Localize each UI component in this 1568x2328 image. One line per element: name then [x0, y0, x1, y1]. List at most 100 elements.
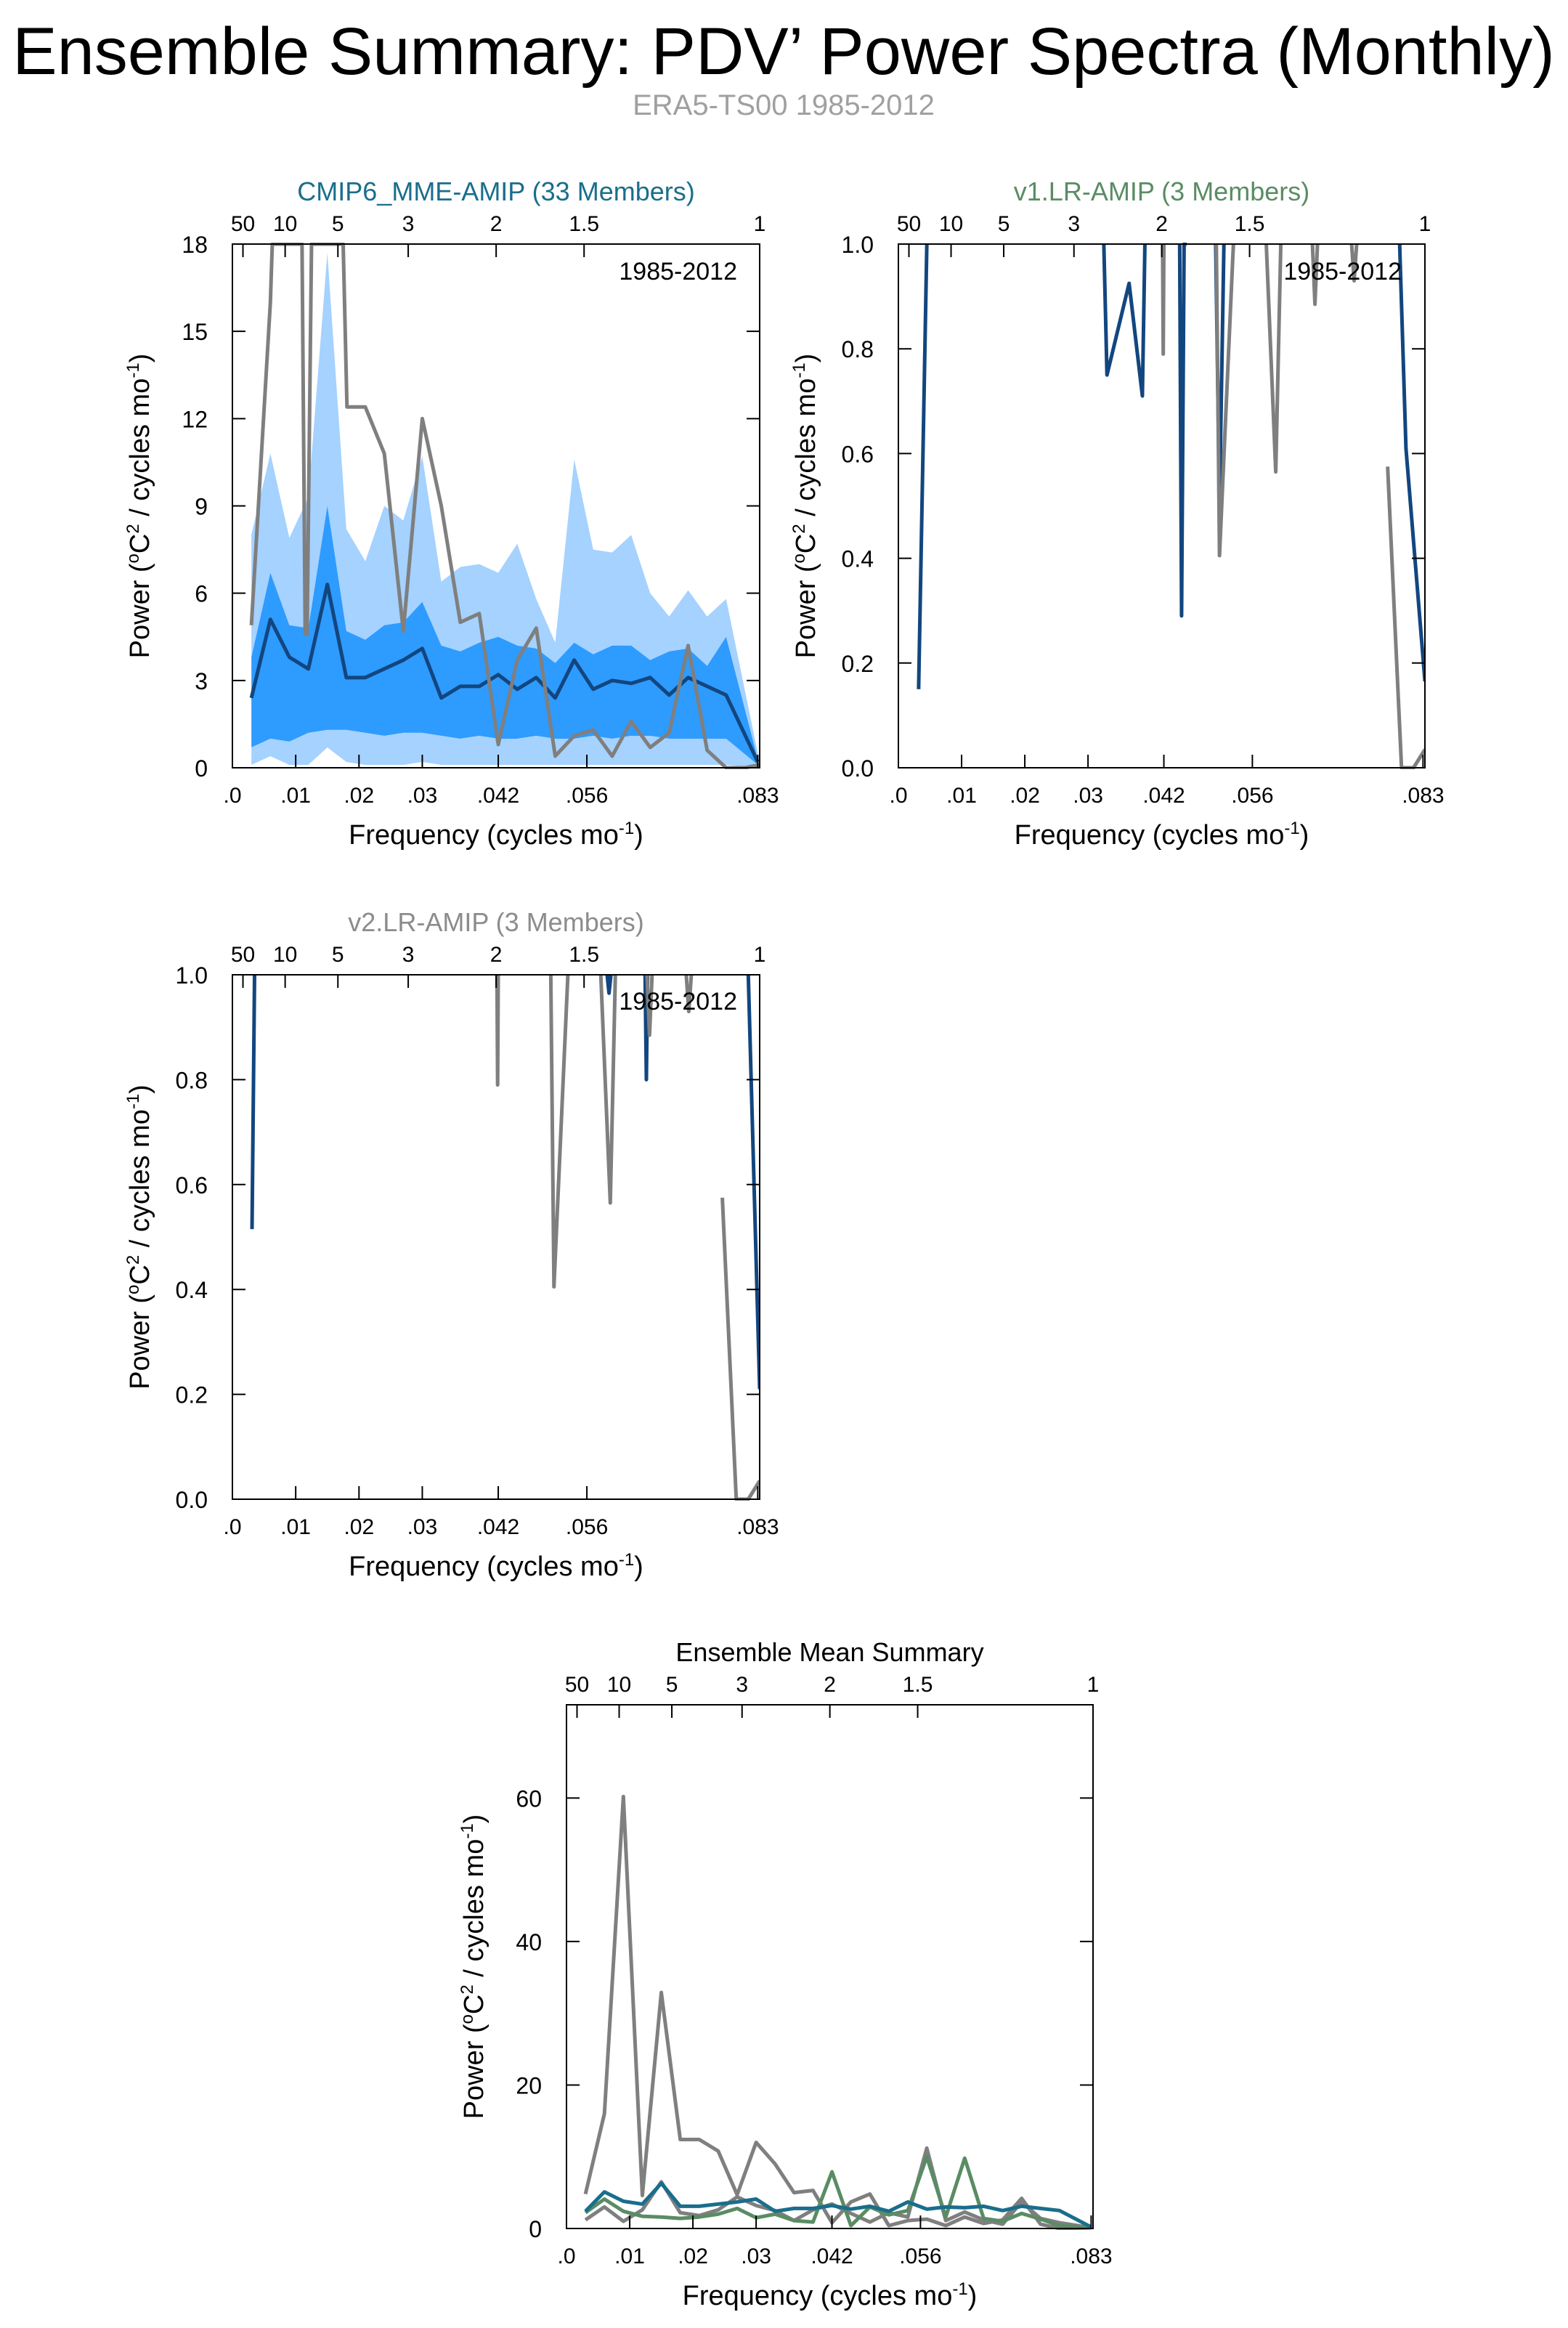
series-line-v2-7 — [645, 974, 654, 1037]
y-tick-label: 0.6 — [842, 441, 874, 467]
series-line-v1-8 — [1310, 243, 1320, 307]
y-tick-label: 0 — [195, 755, 208, 782]
x-tick-label: .056 — [1231, 784, 1273, 808]
x-tick-label: .02 — [1010, 784, 1040, 808]
x-tick-label: .02 — [344, 1515, 374, 1539]
top-tick-label: 5 — [666, 1673, 678, 1697]
y-tick-label: 0.4 — [176, 1277, 208, 1303]
top-tick-label: 2 — [490, 212, 503, 236]
y-tick-label: 9 — [195, 494, 208, 520]
chart-cmip: 0 3 6 9 12 15 18 .0 .01 .02 .03 .042 .056 .083 50 10 5 3 2… — [123, 177, 779, 851]
series-line-v1-2 — [1177, 243, 1187, 618]
series-line-v1-9 — [1349, 243, 1359, 283]
y-tick-label: 40 — [516, 1929, 542, 1955]
y-tick-label: 3 — [195, 668, 208, 694]
panel-annotation: 1985-2012 — [619, 988, 737, 1015]
x-axis-label: Frequency (cycles mo-1) — [349, 1550, 643, 1582]
top-tick-label: 5 — [998, 212, 1010, 236]
y-tick-label: 0.2 — [176, 1382, 208, 1408]
top-tick-label: 1 — [1087, 1673, 1100, 1697]
y-tick-label: 0.8 — [842, 336, 874, 362]
x-tick-label: .083 — [736, 784, 779, 808]
series-line-v1-5 — [1161, 243, 1166, 356]
x-tick-label: .083 — [1070, 2244, 1112, 2268]
x-tick-label: .0 — [223, 784, 241, 808]
x-tick-label: .0 — [889, 784, 907, 808]
y-tick-label: 0.2 — [842, 651, 874, 677]
panel-annotation: 1985-2012 — [1283, 258, 1402, 285]
top-tick-label: 1.5 — [569, 943, 599, 967]
x-tick-label: .056 — [899, 2244, 941, 2268]
y-tick-label: 6 — [195, 581, 208, 607]
top-tick-label: 1 — [754, 943, 766, 967]
top-tick-label: 50 — [565, 1673, 589, 1697]
top-tick-label: 10 — [939, 212, 963, 236]
top-tick-label: 1.5 — [903, 1673, 933, 1697]
y-tick-label: 1.0 — [176, 962, 208, 989]
top-tick-label: 50 — [231, 943, 255, 967]
y-tick-label: 0.4 — [842, 546, 874, 572]
y-tick-label: 0.8 — [176, 1067, 208, 1093]
series-line-cmip-0 — [249, 583, 760, 763]
series-line-v2-6 — [598, 974, 617, 1205]
x-tick-label: .042 — [477, 784, 519, 808]
series-line-v1-1 — [1102, 243, 1147, 398]
top-tick-label: 5 — [332, 943, 344, 967]
x-tick-label: .042 — [1142, 784, 1185, 808]
top-tick-label: 3 — [402, 943, 415, 967]
top-tick-label: 5 — [332, 212, 344, 236]
series-line-summary-2 — [584, 2154, 1092, 2230]
top-tick-label: 2 — [824, 1673, 836, 1697]
y-tick-label: 0.0 — [176, 1487, 208, 1513]
x-tick-label: .083 — [1402, 784, 1444, 808]
x-tick-label: .083 — [736, 1515, 779, 1539]
y-tick-label: 60 — [516, 1785, 542, 1812]
x-axis-label: Frequency (cycles mo-1) — [683, 2279, 978, 2311]
panel-title: v2.LR-AMIP (3 Members) — [348, 907, 643, 937]
top-tick-label: 3 — [402, 212, 415, 236]
y-tick-label: 18 — [182, 232, 208, 258]
x-tick-label: .042 — [811, 2244, 853, 2268]
series-line-v1-7 — [1264, 243, 1283, 474]
chart-v2: 0.0 0.2 0.4 0.6 0.8 1.0 .0 .01 .02 .03 .042 .056 .08… — [123, 907, 779, 1582]
x-axis-label: Frequency (cycles mo-1) — [1015, 819, 1309, 851]
page-title: Ensemble Summary: PDV’ Power Spectra (Mo… — [12, 15, 1555, 89]
y-tick-label: 0 — [529, 2216, 542, 2242]
series-line-summary-0 — [583, 1794, 1092, 2230]
plot-area-cmip — [249, 243, 760, 769]
x-tick-label: .01 — [614, 2244, 645, 2268]
top-tick-label: 1 — [754, 212, 766, 236]
x-tick-label: .0 — [223, 1515, 241, 1539]
panel-title: CMIP6_MME-AMIP (33 Members) — [297, 177, 694, 206]
band-inner — [251, 506, 758, 765]
x-tick-label: .02 — [344, 784, 374, 808]
top-tick-label: 3 — [736, 1673, 748, 1697]
plot-area-v2 — [250, 974, 760, 1501]
band-outer-upper — [251, 253, 758, 759]
x-tick-label: .056 — [566, 784, 608, 808]
series-line-v2-4 — [495, 974, 500, 1087]
series-line-v1-0 — [917, 243, 929, 689]
x-tick-label: .01 — [280, 784, 311, 808]
y-tick-label: 0.0 — [842, 755, 874, 782]
band-outer-lower — [251, 729, 758, 768]
x-tick-label: .03 — [407, 1515, 438, 1539]
top-tick-label: 3 — [1068, 212, 1080, 236]
top-tick-label: 1.5 — [1235, 212, 1265, 236]
panel-annotation: 1985-2012 — [619, 258, 737, 285]
y-axis-label: Power (oC2 / cycles mo-1) — [123, 354, 155, 659]
y-axis-label: Power (oC2 / cycles mo-1) — [789, 354, 821, 659]
x-tick-label: .0 — [557, 2244, 575, 2268]
plot-area-summary — [583, 1794, 1092, 2230]
x-tick-label: .03 — [407, 784, 438, 808]
chart-summary: 0 20 40 60 .0 .01 .02 .03 .042 .056 .083 50 10 5 3 2 1.5… — [458, 1637, 1113, 2311]
series-line-v2-0 — [250, 974, 257, 1230]
top-tick-label: 2 — [1155, 212, 1168, 236]
panel-title: Ensemble Mean Summary — [675, 1637, 983, 1667]
series-line-v2-8 — [684, 974, 694, 1014]
y-tick-label: 15 — [182, 319, 208, 345]
x-axis-label: Frequency (cycles mo-1) — [349, 819, 643, 851]
top-tick-label: 10 — [607, 1673, 631, 1697]
x-tick-label: .042 — [477, 1515, 519, 1539]
